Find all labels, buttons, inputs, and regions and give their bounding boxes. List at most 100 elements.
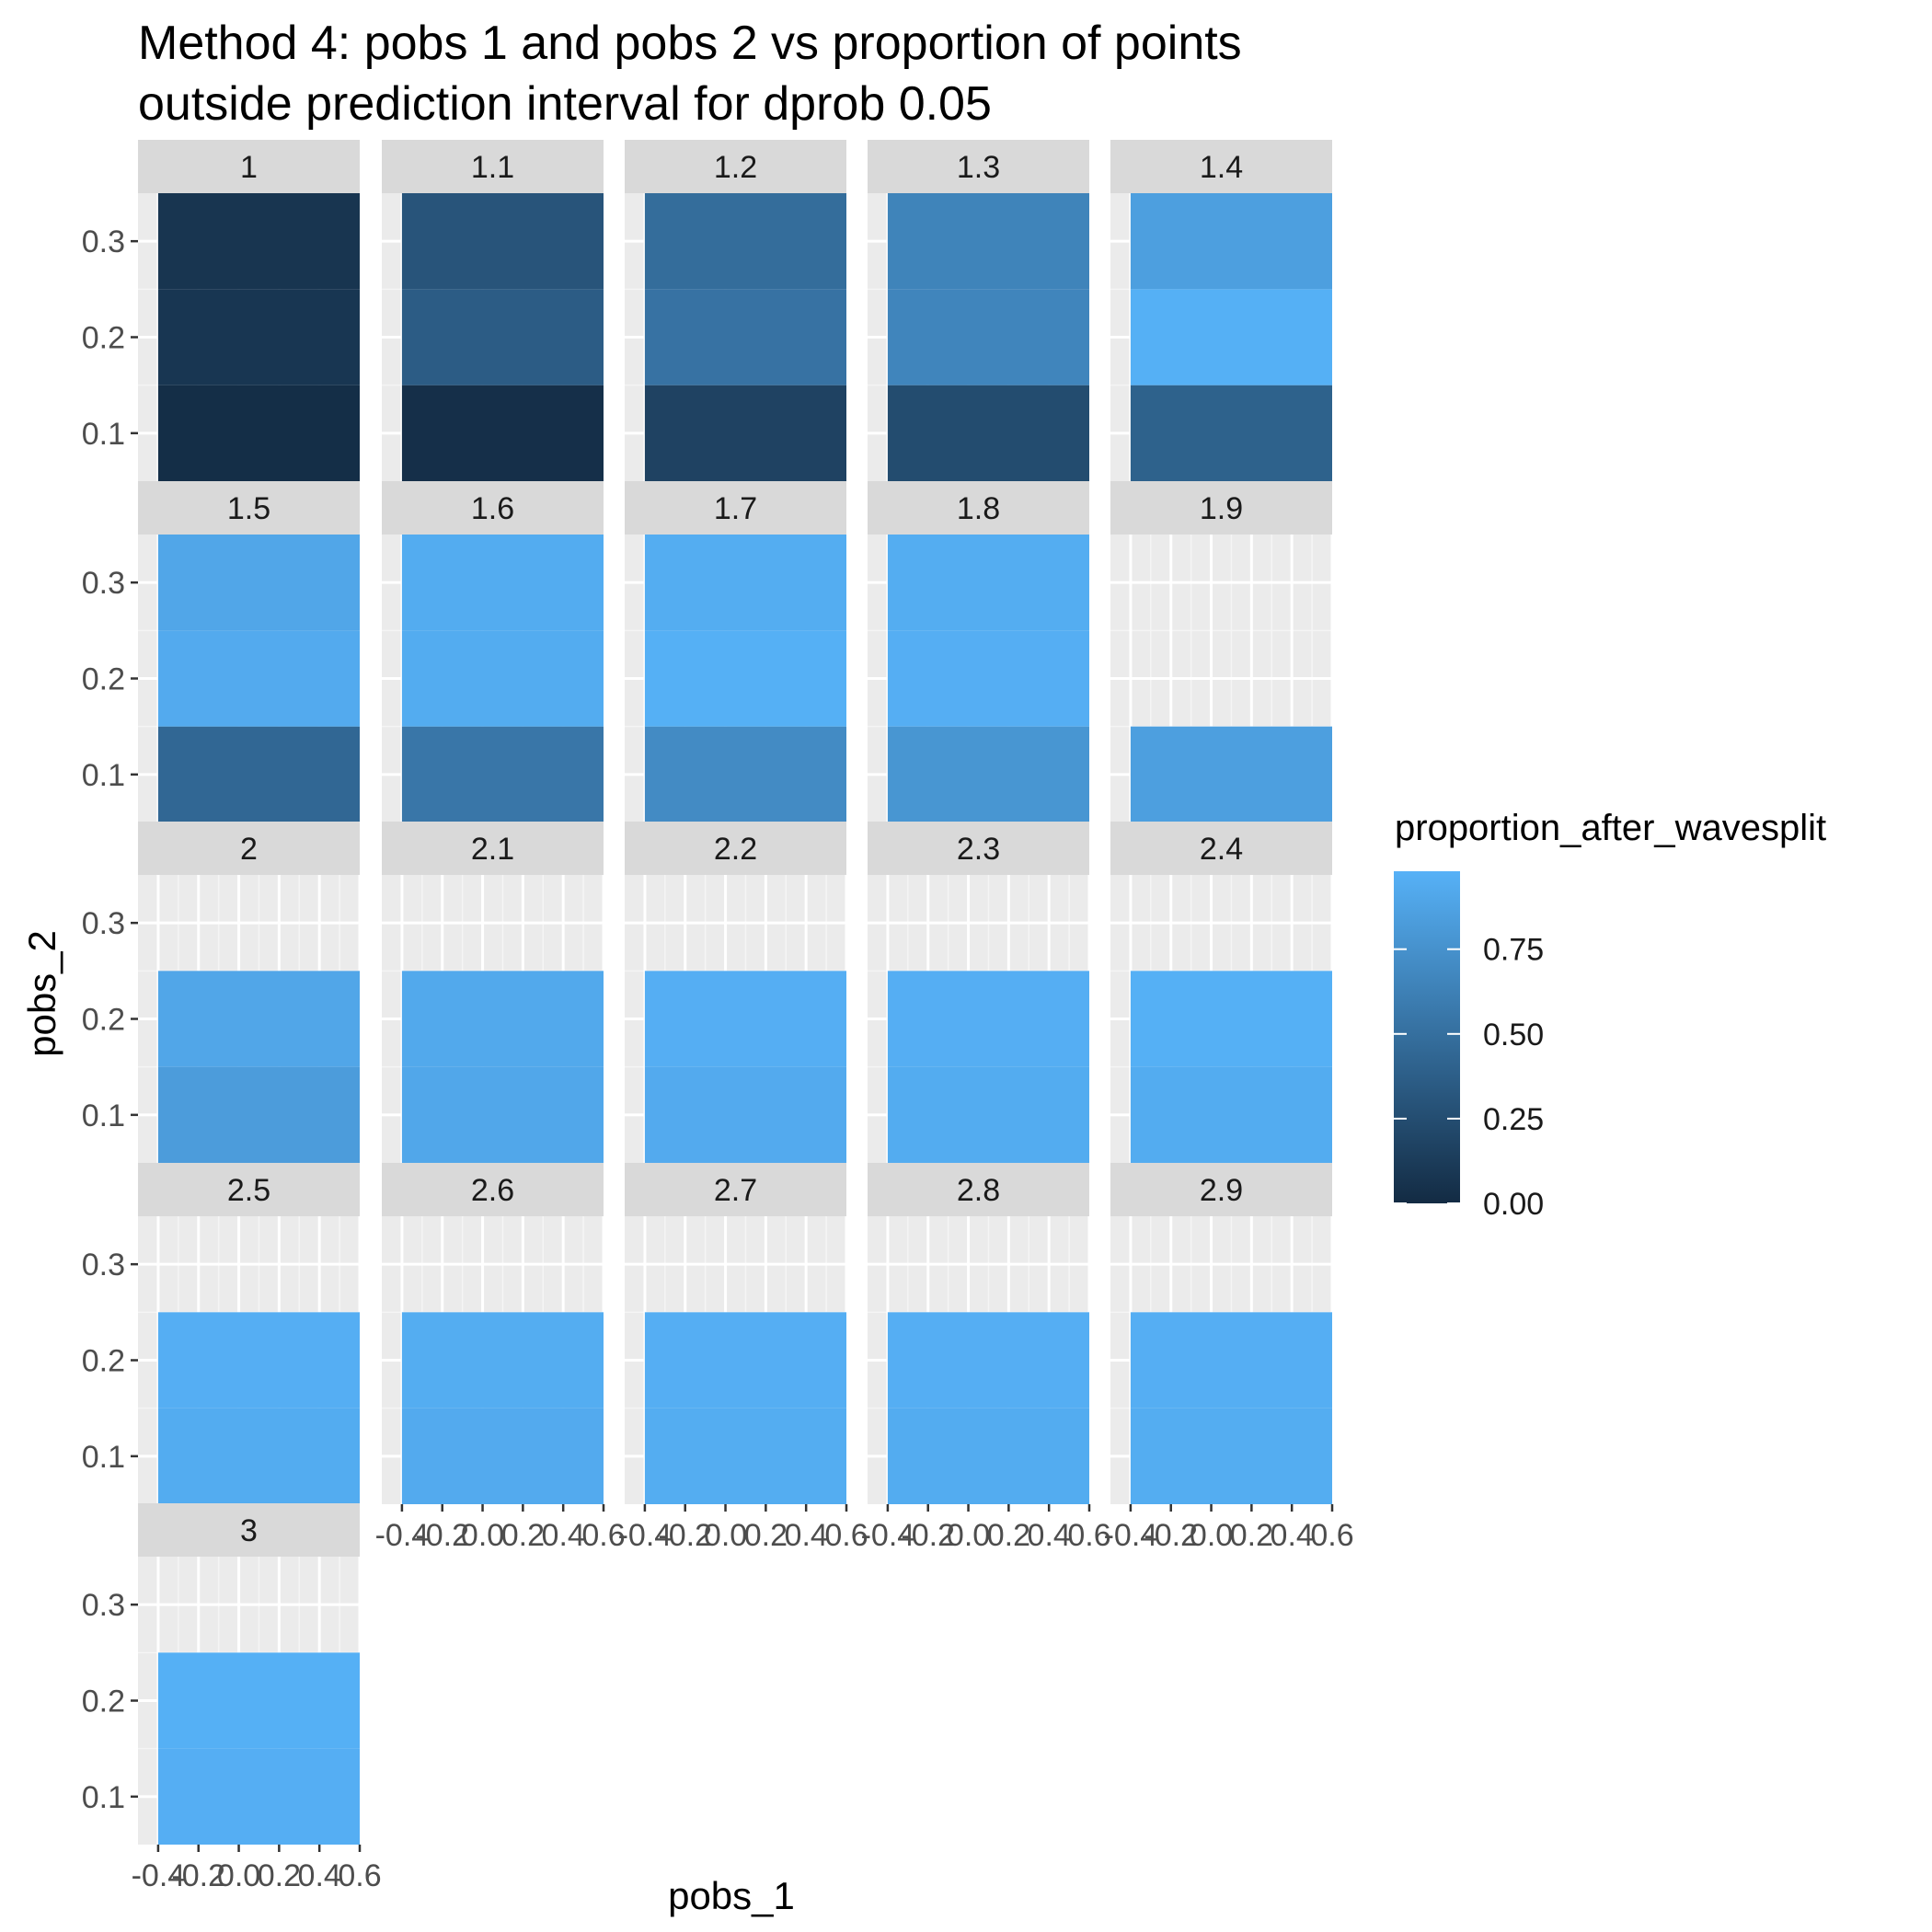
x-tick-label: 0.4: [298, 1858, 341, 1893]
x-tick-label: 0.4: [785, 1518, 828, 1553]
heatmap-tile: [644, 1312, 846, 1409]
heatmap-tile: [1130, 1408, 1332, 1504]
facet-panel: 1 0.1 0.2 0.3: [82, 140, 362, 481]
heatmap-tile: [157, 971, 360, 1067]
facet-panel: 2.3: [868, 822, 1091, 1163]
heatmap-tile: [157, 385, 360, 481]
x-tick-label: 0.2: [744, 1518, 788, 1553]
heatmap-tile: [401, 535, 604, 631]
facet-panel: 1.4: [1110, 140, 1334, 481]
x-tick-label: -0.4: [618, 1518, 673, 1553]
facet-panel: 2.7 -0.4-0.20.00.20.40.6: [618, 1163, 868, 1553]
heatmap-tile: [157, 1066, 360, 1163]
legend-break-label: 0.75: [1483, 933, 1544, 968]
x-tick-label: -0.4: [861, 1518, 915, 1553]
facet-strip-label: 2.6: [471, 1173, 514, 1208]
heatmap-tile: [401, 1312, 604, 1409]
facet-strip-label: 2.3: [957, 832, 1000, 867]
facet-strip: [868, 140, 1089, 193]
heatmap-tile: [644, 1066, 846, 1163]
facet-strip: [868, 481, 1089, 535]
facet-strip: [625, 1163, 846, 1216]
heatmap-tile: [157, 193, 360, 290]
heatmap-tile: [401, 726, 604, 822]
x-tick-label: -0.4: [1104, 1518, 1158, 1553]
heatmap-tile: [887, 193, 1089, 290]
facet-strip-label: 2.9: [1200, 1173, 1243, 1208]
heatmap-tile: [1130, 193, 1332, 290]
y-tick-label: 0.3: [82, 566, 125, 601]
heatmap-tile: [644, 193, 846, 290]
y-tick-label: 0.2: [82, 1003, 125, 1038]
facet-strip: [382, 140, 604, 193]
x-tick-label: -0.4: [375, 1518, 430, 1553]
facet-panel: 1.6: [382, 481, 605, 822]
x-tick-label: 0.2: [258, 1858, 301, 1893]
x-tick-label: 0.6: [1310, 1518, 1353, 1553]
y-axis-title: pobs_2: [20, 930, 63, 1057]
facet-panel: 1.9: [1110, 481, 1334, 822]
facet-strip-label: 1.4: [1200, 150, 1243, 185]
facet-panel: 30.10.20.3-0.4-0.20.00.20.40.6: [82, 1503, 382, 1893]
x-tick-label: 0.0: [704, 1518, 747, 1553]
facet-strip: [625, 481, 846, 535]
heatmap-tile: [401, 289, 604, 385]
facet-strip: [382, 1163, 604, 1216]
facet-strip-label: 1.6: [471, 491, 514, 526]
x-tick-label: 0.4: [542, 1518, 585, 1553]
heatmap-tile: [401, 971, 604, 1067]
heatmap-tile: [1130, 1312, 1332, 1409]
heatmap-tile: [401, 630, 604, 727]
heatmap-tile: [644, 385, 846, 481]
x-tick-label: -0.2: [658, 1518, 712, 1553]
heatmap-tile: [157, 1652, 360, 1749]
facet-strip-label: 3: [240, 1513, 258, 1548]
facet-strip-label: 2: [240, 832, 258, 867]
heatmap-tile: [644, 1408, 846, 1504]
x-tick-label: 0.4: [1271, 1518, 1314, 1553]
legend-break-label: 0.25: [1483, 1102, 1544, 1137]
facet-panel: 2.8 -0.4-0.20.00.20.40.6: [861, 1163, 1111, 1553]
y-tick-label: 0.3: [82, 1248, 125, 1282]
heatmap-tile: [1130, 1066, 1332, 1163]
heatmap-tile: [1130, 971, 1332, 1067]
heatmap-tile: [644, 971, 846, 1067]
y-tick-label: 0.1: [82, 1440, 125, 1475]
facet-strip-label: 1: [240, 150, 258, 185]
facet-strip: [868, 822, 1089, 875]
facet-panel: 2.4: [1110, 822, 1334, 1163]
facet-strip: [138, 822, 360, 875]
heatmap-tile: [157, 1312, 360, 1409]
facet-strip: [138, 1503, 360, 1557]
heatmap-tile: [1130, 726, 1332, 822]
heatmap-tile: [644, 726, 846, 822]
facet-strip-label: 2.4: [1200, 832, 1243, 867]
legend-colorbar: [1394, 871, 1460, 1203]
facet-panel: 1.8: [868, 481, 1091, 822]
facet-strip-label: 1.5: [227, 491, 270, 526]
x-tick-label: -0.4: [132, 1858, 186, 1893]
heatmap-tile: [157, 535, 360, 631]
facet-strip: [1110, 481, 1332, 535]
x-tick-label: -0.2: [1144, 1518, 1198, 1553]
heatmap-tile: [401, 385, 604, 481]
x-tick-label: -0.2: [415, 1518, 469, 1553]
facet-strip-label: 2.7: [714, 1173, 757, 1208]
facet-panel: 2.6 -0.4-0.20.00.20.40.6: [375, 1163, 626, 1553]
x-tick-label: 0.6: [824, 1518, 868, 1553]
heatmap-tile: [887, 1066, 1089, 1163]
facet-strip-label: 1.2: [714, 150, 757, 185]
facet-strip-label: 2.2: [714, 832, 757, 867]
heatmap-tile: [644, 289, 846, 385]
heatmap-tile: [157, 630, 360, 727]
heatmap-tile: [157, 726, 360, 822]
y-tick-label: 0.1: [82, 1780, 125, 1815]
facet-panel: 1.1: [382, 140, 605, 481]
heatmap-tile: [887, 385, 1089, 481]
facet-strip-label: 1.3: [957, 150, 1000, 185]
facet-strip-label: 2.5: [227, 1173, 270, 1208]
heatmap-tile: [887, 1408, 1089, 1504]
facet-strip: [868, 1163, 1089, 1216]
x-axis-title: pobs_1: [668, 1874, 795, 1917]
facet-panel: 1.5 0.1 0.2 0.3: [82, 481, 362, 822]
